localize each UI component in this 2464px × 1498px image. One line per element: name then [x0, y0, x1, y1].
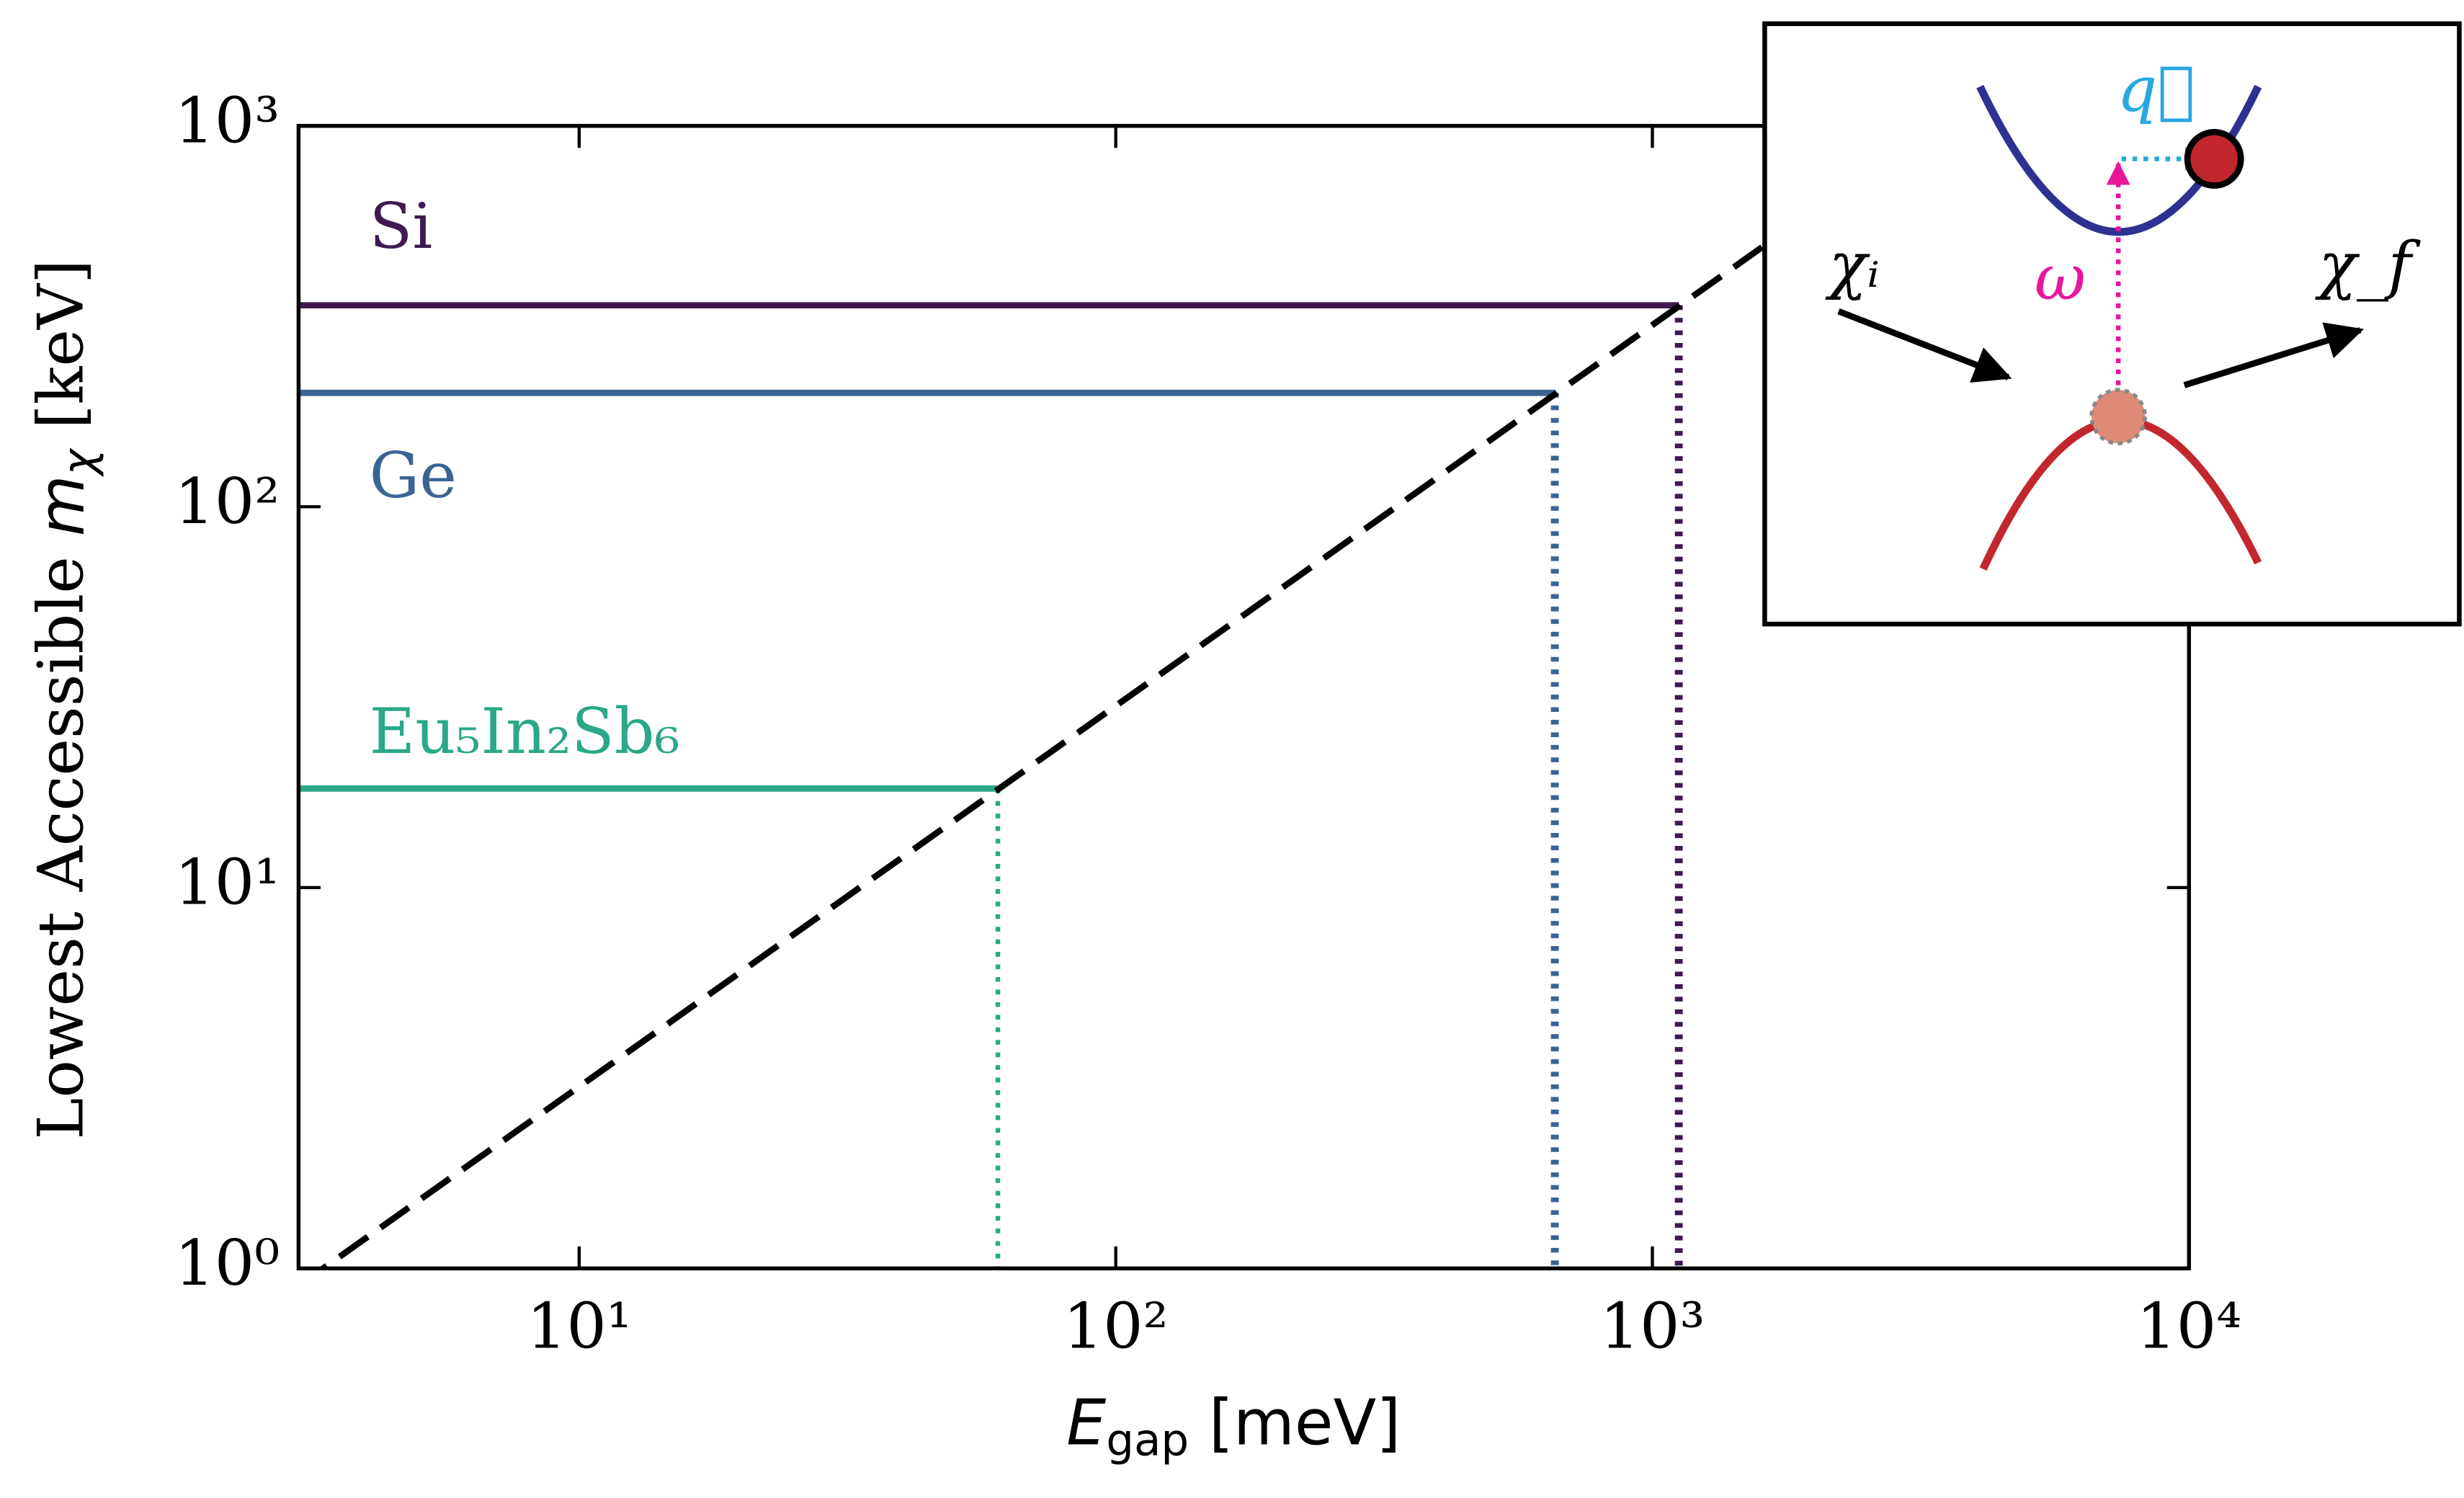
x-tick-label: 10¹: [527, 1289, 632, 1363]
inset: χᵢ χ_f q⃗ ω: [1762, 21, 2462, 627]
y-label-space: [24, 429, 97, 450]
incoming-arrow: [1837, 308, 2012, 383]
electron: [2184, 129, 2244, 189]
y-label-text: Lowest Accessible: [24, 556, 97, 1139]
x-label-unit: [meV]: [1209, 1386, 1401, 1460]
outgoing-arrow: [2183, 322, 2365, 388]
y-label-unit: [keV]: [24, 259, 97, 429]
y-tick-label: 10⁰: [174, 1226, 280, 1300]
x-tick-label: 10²: [1063, 1289, 1169, 1363]
y-tick-label: 10¹: [174, 846, 280, 919]
axes-frame: [296, 123, 2192, 1271]
x-tick-label: 10⁴: [2136, 1289, 2241, 1363]
x-axis-label: Egap [meV]: [1066, 1386, 1401, 1466]
material-label: Eu₅In₂Sb₆: [370, 695, 680, 768]
x-tick-label: 10³: [1599, 1289, 1705, 1363]
material-label: Ge: [370, 439, 457, 512]
chi-i-label: χᵢ: [1825, 228, 1880, 302]
y-axis-label: Lowest Accessible mχ [keV]: [24, 259, 104, 1140]
x-label-subscript: gap: [1106, 1414, 1189, 1466]
chi-f-label: χ_f: [2314, 228, 2421, 302]
hole: [2089, 388, 2147, 445]
y-label-subscript: χ: [53, 447, 104, 477]
material-label: Si: [370, 190, 433, 263]
y-tick-label: 10³: [174, 84, 280, 157]
q-label: q⃗: [2117, 53, 2195, 126]
x-label-symbol: E: [1066, 1386, 1106, 1460]
y-tick-label: 10²: [174, 465, 280, 538]
y-label-space: [24, 536, 97, 556]
ticks: 10¹ 10² 10³ 10⁴ 10⁰ 10¹ 10² 10³: [174, 84, 2241, 1363]
omega-label: ω: [2035, 241, 2086, 315]
plot-area: 10¹ 10² 10³ 10⁴ 10⁰ 10¹ 10² 10³ Si Ge Eu₅In₂Sb₆: [174, 84, 2241, 1363]
y-label-symbol: m: [25, 475, 99, 536]
x-label-space: [1189, 1386, 1209, 1460]
